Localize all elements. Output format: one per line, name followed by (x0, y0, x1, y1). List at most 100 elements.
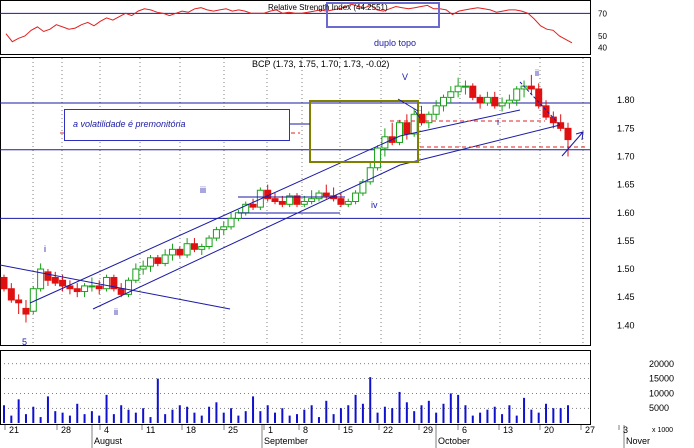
date-tick-label: 4 (104, 425, 109, 435)
candle-body (447, 91, 455, 98)
candle-body (15, 299, 23, 304)
candle-body (564, 127, 572, 141)
price-candles (0, 74, 572, 323)
candle-body (161, 254, 169, 264)
date-tick-label: 13 (503, 425, 513, 435)
rsi-title: Relative Strength Index (44.2551) (268, 3, 388, 12)
date-tick-label: 15 (343, 425, 353, 435)
candle-body (469, 85, 477, 98)
price-tick-label: 1.40 (617, 320, 635, 330)
candle-body (88, 285, 96, 288)
candle-body (110, 276, 118, 290)
candle-body (212, 229, 220, 239)
month-label: August (94, 436, 123, 446)
candle-body (410, 113, 418, 135)
candle-body (103, 276, 111, 290)
candle-body (271, 198, 279, 203)
price-tick-label: 1.55 (617, 236, 635, 246)
price-tick-label: 1.60 (617, 208, 635, 218)
candle-body (337, 198, 345, 205)
date-tick-label: 11 (146, 425, 155, 435)
price-tick-label: 1.75 (617, 123, 635, 133)
candle-body (278, 201, 286, 205)
candle-body (527, 85, 535, 90)
date-tick-label: 1 (268, 425, 273, 435)
candle-body (29, 288, 37, 312)
candle-body (73, 288, 81, 293)
candle-body (146, 257, 154, 267)
candle-body (454, 85, 462, 93)
volume-tick-label: 20000 (649, 359, 674, 369)
candle-body (308, 198, 316, 203)
candle-body (117, 288, 125, 295)
candle-body (249, 203, 257, 208)
axis-labels: 70 50 40 1.80 1.75 1.70 1.65 1.60 1.55 1.50 1.45 1.… (4, 9, 674, 448)
candle-body (66, 285, 74, 290)
volume-bars (3, 377, 569, 423)
price-tick-label: 1.80 (617, 95, 635, 105)
candle-body (139, 265, 147, 270)
month-label: October (438, 436, 470, 446)
candle-body (476, 96, 484, 104)
wave-label: i (497, 117, 499, 127)
date-tick-label: 20 (544, 425, 554, 435)
candle-body (366, 167, 374, 183)
price-title: BCP (1.73, 1.75, 1.70, 1.73, -0.02) (252, 59, 390, 69)
candle-body (300, 201, 308, 205)
rsi-line (5, 3, 573, 44)
price-tick-label: 1.50 (617, 264, 635, 274)
candle-body (176, 248, 184, 256)
wave-label: ii (114, 307, 118, 317)
candle-body (183, 243, 191, 256)
candle-body (234, 212, 242, 219)
rsi-panel (0, 0, 591, 55)
date-tick-label: 18 (186, 425, 196, 435)
candle-body (344, 201, 352, 205)
candle-body (461, 85, 469, 88)
candle-body (220, 226, 228, 231)
candle-body (513, 88, 521, 101)
candle-body (286, 195, 294, 205)
candle-body (154, 257, 162, 264)
candle-body (374, 147, 382, 169)
candle-body (37, 268, 45, 290)
date-tick-label: 22 (383, 425, 393, 435)
volume-panel (0, 350, 591, 425)
volume-unit-label: x 1000 (652, 427, 673, 434)
candle-body (125, 279, 133, 295)
candle-body (227, 217, 235, 228)
candle-body (44, 271, 52, 281)
candle-body (549, 116, 557, 124)
volume-tick-label: 15000 (649, 374, 674, 384)
date-tick-label: 3 (623, 425, 628, 435)
wave-label: 5 (22, 337, 27, 347)
candle-body (535, 88, 543, 107)
candle-body (168, 248, 176, 256)
wave-label: V (402, 72, 408, 82)
candle-body (22, 307, 30, 315)
candle-body (432, 105, 440, 115)
candle-body (205, 237, 213, 248)
wave-label: ii (535, 68, 539, 78)
candle-body (190, 243, 198, 250)
candle-body (81, 285, 89, 293)
date-tick-label: 27 (585, 425, 595, 435)
date-tick-label: 8 (303, 425, 308, 435)
rsi-tick-label: 70 (598, 9, 607, 18)
candle-body (51, 276, 59, 284)
candle-body (542, 105, 550, 118)
rsi-tick-label: 50 (598, 32, 607, 41)
date-tick-label: 21 (9, 425, 19, 435)
candle-body (359, 181, 367, 194)
date-tick-label: 6 (462, 425, 467, 435)
candle-body (322, 192, 330, 197)
date-tick-label: 25 (228, 425, 238, 435)
volume-tick-label: 5000 (649, 403, 669, 413)
candle-body (95, 285, 103, 290)
candle-body (505, 99, 513, 104)
month-label: September (264, 436, 308, 446)
wave-label: iii (200, 185, 206, 195)
candle-body (425, 113, 433, 124)
candle-body (439, 96, 447, 107)
